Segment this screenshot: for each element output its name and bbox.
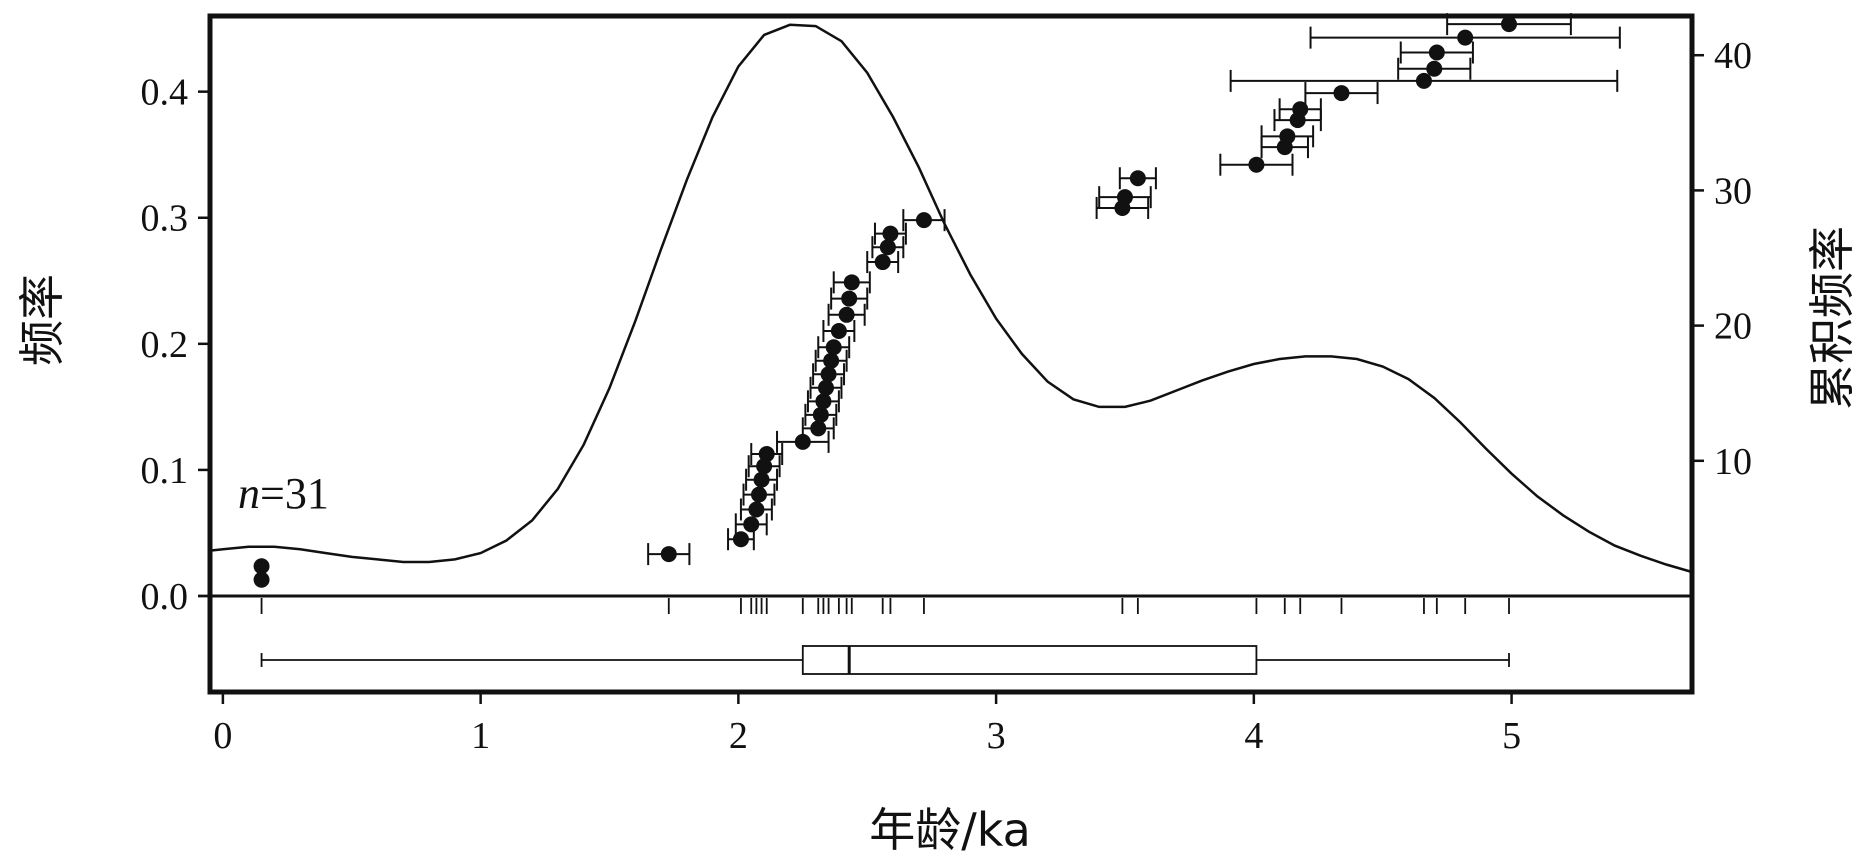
data-point-20 xyxy=(841,290,858,307)
data-point-36 xyxy=(1426,60,1443,77)
data-point-24 xyxy=(882,225,899,242)
data-point-23 xyxy=(879,239,896,256)
x-tick-label-5: 5 xyxy=(1502,715,1521,757)
data-point-37 xyxy=(1428,44,1445,61)
data-point-11 xyxy=(810,420,827,437)
data-point-13 xyxy=(815,393,832,410)
x-tick-label-4: 4 xyxy=(1244,715,1263,757)
data-point-12 xyxy=(812,406,829,423)
right-tick-label-2: 30 xyxy=(1714,170,1752,212)
box-iqr xyxy=(801,645,1258,675)
x-tick-label-0: 0 xyxy=(213,715,232,757)
density-curve xyxy=(209,23,1693,574)
data-point-0 xyxy=(253,571,270,588)
x-tick-label-3: 3 xyxy=(987,715,1006,757)
data-point-9 xyxy=(758,446,775,463)
data-point-6 xyxy=(750,486,767,503)
right-axis-title: 累积频率 xyxy=(1805,226,1859,410)
axes-layer: 0 1 2 3 4 5 0.0 0.1 0.2 0.3 0.4 10 20 30 40 xyxy=(141,35,1753,757)
data-point-38 xyxy=(1457,29,1474,46)
left-tick-label-3: 0.3 xyxy=(141,198,189,240)
sample-size-symbol: n xyxy=(238,469,260,518)
data-point-17 xyxy=(825,339,842,356)
data-point-35 xyxy=(1415,72,1432,89)
left-tick-label-0: 0.0 xyxy=(141,576,189,618)
rug-layer xyxy=(260,598,1510,614)
data-point-31 xyxy=(1279,128,1296,145)
data-point-19 xyxy=(838,306,855,323)
left-axis-title: 频率 xyxy=(15,274,69,366)
sample-size-value: =31 xyxy=(260,469,329,518)
data-point-7 xyxy=(753,471,770,488)
data-point-25 xyxy=(915,212,932,229)
data-point-27 xyxy=(1116,189,1133,206)
density-curve-layer xyxy=(209,23,1693,574)
left-tick-label-4: 0.4 xyxy=(141,72,189,114)
cumulative-points-layer xyxy=(253,13,1621,588)
data-point-1 xyxy=(253,558,270,575)
plot-frame xyxy=(207,13,1695,695)
data-point-39 xyxy=(1501,16,1518,33)
sample-size-annotation: n=31 xyxy=(238,469,329,518)
left-tick-label-1: 0.1 xyxy=(141,450,189,492)
data-point-10 xyxy=(794,433,811,450)
boxplot-layer xyxy=(260,645,1510,675)
x-tick-label-2: 2 xyxy=(729,715,748,757)
right-tick-label-1: 20 xyxy=(1714,306,1752,348)
x-axis-title: 年龄/ka xyxy=(869,803,1031,857)
data-point-21 xyxy=(843,274,860,291)
data-point-34 xyxy=(1333,85,1350,102)
data-point-4 xyxy=(743,516,760,533)
right-tick-label-3: 40 xyxy=(1714,35,1752,77)
data-point-16 xyxy=(823,352,840,369)
data-point-15 xyxy=(820,366,837,383)
data-point-33 xyxy=(1292,101,1309,118)
data-point-8 xyxy=(756,458,773,475)
right-tick-label-0: 10 xyxy=(1714,441,1752,483)
data-point-14 xyxy=(817,379,834,396)
data-point-22 xyxy=(874,254,891,271)
left-tick-label-2: 0.2 xyxy=(141,324,189,366)
data-point-3 xyxy=(732,531,749,548)
data-point-18 xyxy=(830,323,847,340)
data-point-5 xyxy=(748,501,765,518)
data-point-28 xyxy=(1129,170,1146,187)
x-tick-label-1: 1 xyxy=(471,715,490,757)
data-point-2 xyxy=(660,546,677,563)
data-point-29 xyxy=(1248,156,1265,173)
